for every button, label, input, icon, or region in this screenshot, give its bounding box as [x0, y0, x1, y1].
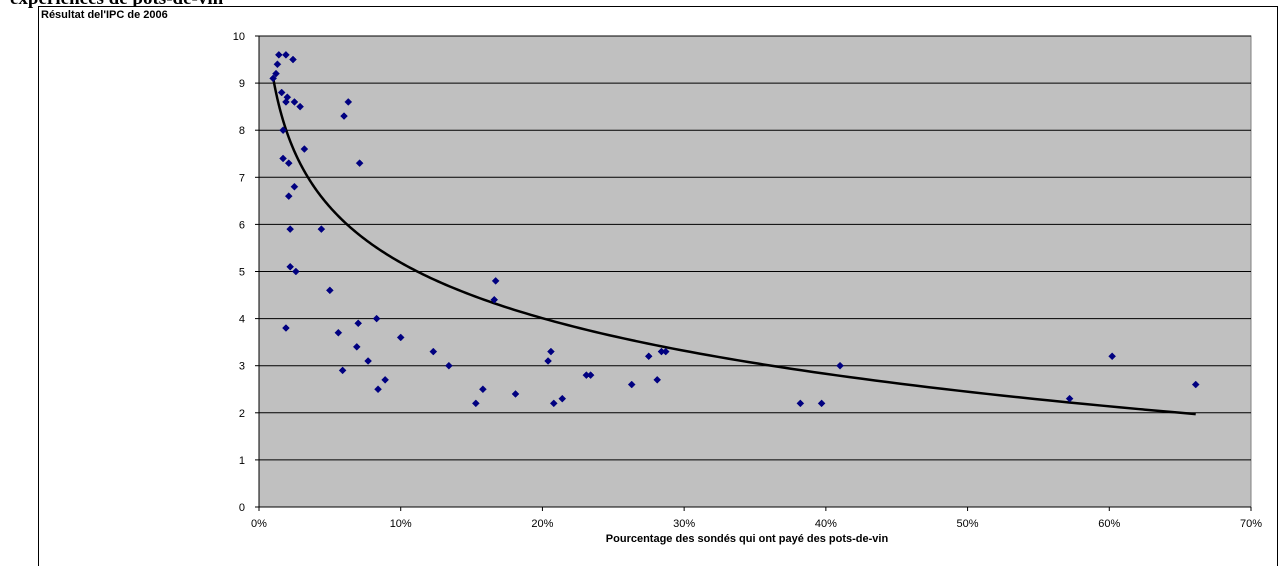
data-point	[544, 357, 552, 365]
data-point	[282, 50, 290, 59]
data-point	[644, 352, 653, 361]
data-point	[586, 371, 595, 379]
data-point	[396, 333, 405, 342]
data-point	[290, 182, 299, 191]
page-title: expériences de pots-de-vin	[10, 0, 223, 10]
data-point	[272, 69, 280, 78]
data-point	[1191, 380, 1200, 389]
data-point	[340, 112, 348, 120]
data-point	[627, 380, 636, 389]
data-point	[326, 286, 334, 295]
x-tick-label: 50%	[957, 518, 979, 530]
data-point	[1065, 394, 1074, 403]
y-tick-label: 10	[233, 31, 245, 43]
data-point	[355, 159, 364, 168]
data-point	[277, 88, 286, 97]
data-point	[511, 390, 520, 398]
data-point	[354, 319, 363, 328]
data-point	[549, 399, 558, 408]
y-axis-title: Résultat del'IPC de 2006	[41, 9, 168, 21]
data-point	[344, 98, 353, 106]
data-point	[372, 314, 381, 323]
y-tick-label: 4	[239, 314, 245, 326]
data-point	[300, 145, 309, 153]
data-point	[445, 361, 453, 370]
y-tick-label: 5	[239, 267, 245, 279]
data-point	[284, 192, 293, 200]
data-point	[279, 126, 287, 135]
data-point	[479, 385, 487, 394]
y-tick-label: 9	[239, 78, 245, 90]
data-point	[491, 277, 500, 285]
data-point	[289, 55, 297, 64]
y-tick-label: 3	[239, 361, 245, 373]
data-point	[836, 361, 844, 370]
y-tick-label: 2	[239, 408, 245, 420]
data-point	[290, 98, 299, 106]
x-tick-label: 20%	[531, 518, 553, 530]
y-tick-label: 8	[239, 125, 245, 137]
data-point	[296, 102, 304, 111]
x-tick-label: 60%	[1098, 518, 1120, 530]
data-point	[381, 375, 389, 384]
data-point	[286, 225, 295, 233]
x-tick-label: 0%	[251, 518, 267, 530]
data-point	[374, 385, 382, 394]
data-point	[284, 159, 293, 168]
data-point	[661, 347, 670, 356]
data-point	[279, 154, 287, 163]
data-point	[547, 347, 555, 356]
data-point	[352, 343, 361, 351]
data-point	[1108, 352, 1116, 361]
data-point	[317, 225, 326, 233]
x-tick-label: 70%	[1240, 518, 1262, 530]
x-axis-title: Pourcentage des sondés qui ont payé des …	[606, 533, 889, 545]
y-tick-label: 7	[239, 172, 245, 184]
y-tick-label: 6	[239, 219, 245, 231]
data-point	[364, 357, 372, 365]
trend-line	[271, 77, 1196, 416]
data-point	[796, 399, 805, 408]
x-tick-label: 40%	[815, 518, 837, 530]
data-point	[338, 366, 347, 375]
data-point	[273, 60, 282, 69]
data-point	[286, 262, 295, 271]
data-point	[471, 399, 480, 408]
data-point	[817, 399, 826, 408]
data-point	[429, 347, 438, 356]
data-point	[490, 295, 499, 304]
x-tick-label: 10%	[390, 518, 412, 530]
data-point	[282, 324, 290, 332]
data-point	[269, 74, 278, 83]
data-point	[334, 328, 343, 337]
data-point	[558, 394, 567, 403]
x-tick-label: 30%	[673, 518, 695, 530]
data-point	[291, 267, 300, 276]
y-tick-label: 0	[239, 502, 245, 514]
data-point	[274, 50, 283, 59]
data-point	[653, 375, 662, 384]
y-tick-label: 1	[239, 455, 245, 467]
data-point	[282, 98, 290, 106]
